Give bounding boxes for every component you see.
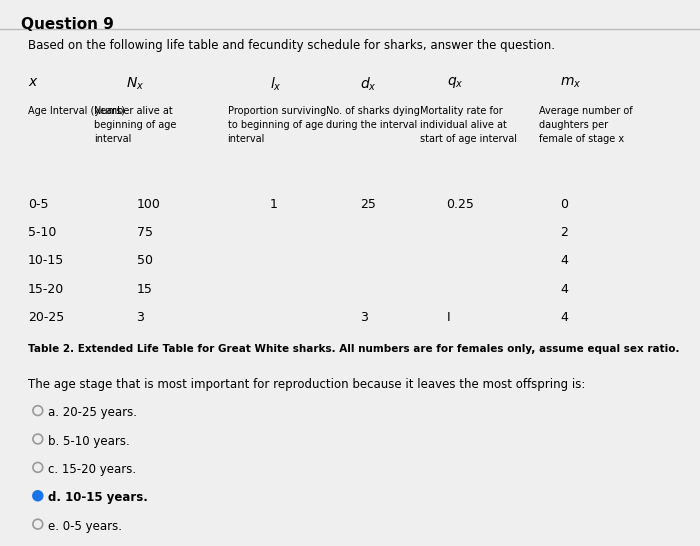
Text: $l_x$: $l_x$: [270, 75, 281, 93]
Text: $N_x$: $N_x$: [126, 75, 144, 92]
Text: e. 0-5 years.: e. 0-5 years.: [48, 520, 122, 533]
Text: 4: 4: [560, 283, 568, 296]
Text: 0-5: 0-5: [28, 198, 48, 211]
Text: 4: 4: [560, 311, 568, 324]
Text: 50: 50: [136, 254, 153, 268]
Text: Question 9: Question 9: [21, 17, 114, 32]
Text: x: x: [28, 75, 36, 90]
Text: The age stage that is most important for reproduction because it leaves the most: The age stage that is most important for…: [28, 378, 585, 391]
Text: c. 15-20 years.: c. 15-20 years.: [48, 463, 136, 476]
Text: $q_x$: $q_x$: [447, 75, 463, 90]
Text: Age Interval (years): Age Interval (years): [28, 106, 125, 116]
Text: 75: 75: [136, 226, 153, 239]
Text: 2: 2: [560, 226, 568, 239]
Text: 10-15: 10-15: [28, 254, 64, 268]
Text: 0: 0: [560, 198, 568, 211]
Text: 4: 4: [560, 254, 568, 268]
Text: 5-10: 5-10: [28, 226, 57, 239]
Text: Number alive at
beginning of age
interval: Number alive at beginning of age interva…: [94, 106, 177, 144]
Text: 3: 3: [360, 311, 368, 324]
Text: 15-20: 15-20: [28, 283, 64, 296]
Text: d. 10-15 years.: d. 10-15 years.: [48, 491, 148, 505]
Text: 100: 100: [136, 198, 160, 211]
Text: I: I: [447, 311, 450, 324]
Text: $m_x$: $m_x$: [560, 75, 582, 90]
Text: Table 2. Extended Life Table for Great White sharks. All numbers are for females: Table 2. Extended Life Table for Great W…: [28, 344, 680, 354]
Text: 20-25: 20-25: [28, 311, 64, 324]
Text: b. 5-10 years.: b. 5-10 years.: [48, 435, 130, 448]
Text: Average number of
daughters per
female of stage x: Average number of daughters per female o…: [539, 106, 633, 144]
Text: 1: 1: [270, 198, 277, 211]
Text: a. 20-25 years.: a. 20-25 years.: [48, 406, 136, 419]
Text: 25: 25: [360, 198, 377, 211]
Text: Mortality rate for
individual alive at
start of age interval: Mortality rate for individual alive at s…: [420, 106, 517, 144]
Text: 15: 15: [136, 283, 153, 296]
Text: Based on the following life table and fecundity schedule for sharks, answer the : Based on the following life table and fe…: [28, 39, 555, 52]
Text: $d_x$: $d_x$: [360, 75, 377, 93]
Text: 3: 3: [136, 311, 144, 324]
Text: No. of sharks dying
during the interval: No. of sharks dying during the interval: [326, 106, 419, 130]
Text: Proportion surviving
to beginning of age
interval: Proportion surviving to beginning of age…: [228, 106, 326, 144]
Text: 0.25: 0.25: [447, 198, 475, 211]
